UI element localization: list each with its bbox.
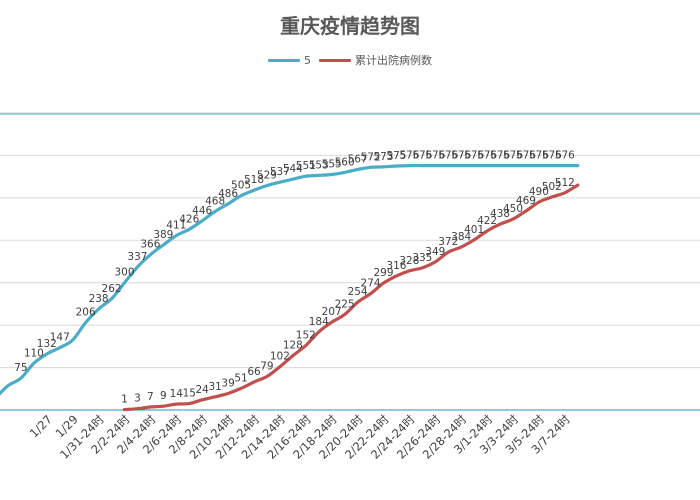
data-label: 446 [192,205,212,217]
data-label: 132 [37,338,57,350]
data-label: 576 [399,150,419,162]
data-label: 576 [529,150,549,162]
legend-label-series-2: 累计出院病例数 [355,54,432,67]
data-label: 518 [244,174,264,186]
data-label: 262 [102,283,122,295]
data-label: 31 [208,381,221,393]
data-label: 502 [542,181,562,193]
chart-title: 重庆疫情趋势图 [280,14,420,38]
data-label: 426 [179,213,199,225]
data-label: 75 [14,362,27,374]
legend: 5 累计出院病例数 [0,52,700,68]
data-label: 576 [464,150,484,162]
data-label: 328 [399,255,419,267]
data-label: 225 [335,299,355,311]
data-label: 384 [451,231,471,243]
data-label: 128 [283,340,303,352]
data-label: 300 [114,267,134,279]
data-label: 274 [361,278,381,290]
legend-item-series-2: 累计出院病例数 [319,52,432,68]
data-label: 411 [166,220,186,232]
data-label: 567 [348,153,368,165]
data-label: 450 [503,203,523,215]
data-label: 1 [121,394,128,406]
data-label: 551 [296,160,316,172]
data-label: 389 [153,229,173,241]
data-label: 7 [147,391,154,403]
data-label: 576 [503,150,523,162]
data-label: 238 [89,293,109,305]
data-label: 316 [386,260,406,272]
data-label: 572 [361,151,381,163]
data-label: 9 [160,390,167,402]
legend-label-series-1: 5 [304,53,311,67]
data-label: 576 [425,150,445,162]
data-label: 39 [221,377,234,389]
data-label: 372 [438,236,458,248]
data-label: 469 [516,195,536,207]
legend-swatch-series-2 [319,58,351,62]
data-label: 337 [127,251,147,263]
data-label: 184 [309,316,329,328]
data-label: 422 [477,215,497,227]
data-label: 206 [76,307,96,319]
data-label: 575 [386,150,406,162]
series-line-2 [122,183,580,412]
data-label: 152 [296,330,316,342]
data-label: 66 [247,366,261,378]
data-label: 468 [205,195,225,207]
data-label: 573 [373,151,393,163]
data-label: 560 [335,156,355,168]
data-label: 15 [183,388,196,400]
data-label: 14 [170,388,184,400]
data-label: 576 [516,150,536,162]
data-label: 207 [322,306,342,318]
data-label: 147 [50,332,70,344]
x-tick-label: 1/27 [27,412,55,440]
data-label: 576 [451,150,471,162]
data-label: 553 [309,159,329,171]
data-label: 505 [231,180,251,192]
data-label: 299 [373,267,393,279]
data-label: 537 [270,166,290,178]
data-label: 486 [218,188,238,200]
data-label: 366 [140,239,160,251]
data-label: 555 [322,159,342,171]
data-label: 576 [412,150,432,162]
data-label: 576 [490,150,510,162]
data-label: 576 [477,150,497,162]
legend-swatch-series-1 [268,58,300,62]
data-label: 512 [555,177,575,189]
data-label: 79 [260,360,273,372]
data-label: 576 [438,150,458,162]
data-label: 335 [412,252,432,264]
data-label: 349 [425,246,445,258]
legend-item-series-1: 5 [268,54,311,67]
data-label: 438 [490,208,510,220]
data-label: 24 [196,384,210,396]
data-label: 576 [542,150,562,162]
data-label: 576 [555,150,575,162]
data-label: 110 [24,347,44,359]
data-label: 529 [257,170,277,182]
data-label: 51 [234,372,247,384]
data-label: 254 [348,286,368,298]
data-label: 490 [529,186,549,198]
data-label: 3 [134,393,141,405]
data-label: 544 [283,163,303,175]
series-line-1 [0,163,580,396]
data-label: 401 [464,224,484,236]
data-label: 102 [270,351,290,363]
